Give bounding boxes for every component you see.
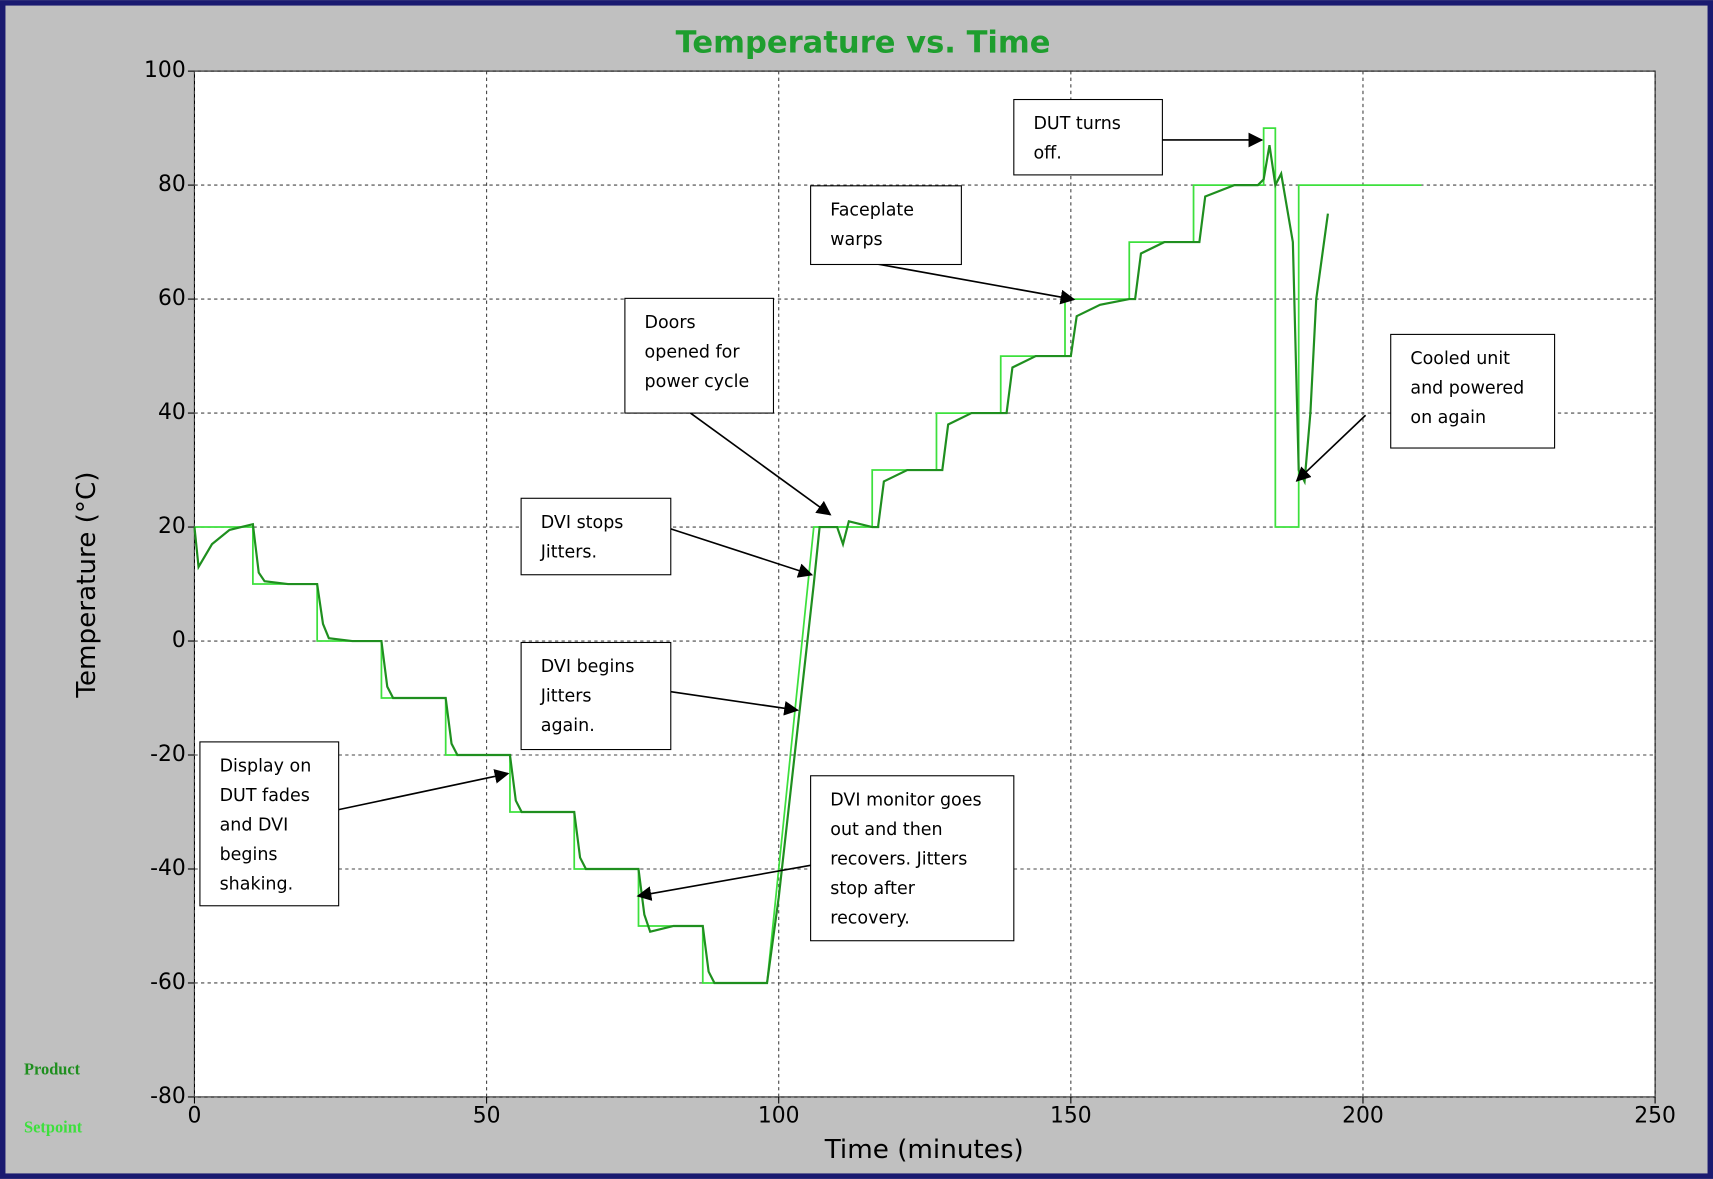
annotation-box	[199, 741, 340, 907]
y-tick-label: -40	[150, 856, 186, 881]
annotation-box	[810, 775, 1015, 942]
x-tick-label: 250	[1634, 1104, 1676, 1129]
annotation-box	[520, 497, 672, 576]
y-tick-label: -20	[150, 742, 186, 767]
x-tick-label: 150	[1050, 1104, 1092, 1129]
annotation-text: shaking.	[220, 874, 294, 894]
annotation-text: begins	[220, 845, 278, 865]
chart-title: Temperature vs. Time	[676, 25, 1051, 60]
annotation-text: Jitters	[540, 686, 592, 706]
annotation-text: DVI begins	[541, 657, 635, 677]
series-line	[193, 145, 1329, 985]
annotation-text: DUT turns	[1033, 114, 1120, 134]
annotation-arrow	[636, 864, 811, 901]
grid: -80 -60 -40 -20 0 20 40 60 80 100 0 50 100 150 200 250	[144, 58, 1676, 1128]
y-tick-label: 20	[158, 514, 186, 539]
annotation-box	[1390, 333, 1556, 449]
x-tick-label: 100	[758, 1104, 800, 1129]
annotation-arrow	[338, 769, 510, 811]
annotation-text: and powered	[1410, 378, 1524, 398]
annotation-text: and DVI	[220, 815, 289, 835]
annotation-text: Cooled unit	[1410, 349, 1510, 369]
annotation-arrow	[1295, 414, 1367, 482]
x-tick-label: 200	[1342, 1104, 1384, 1129]
legend-label: Product	[24, 1060, 81, 1079]
y-tick-label: 100	[144, 58, 186, 83]
annotation-arrow	[873, 262, 1076, 305]
y-tick-label: 60	[158, 286, 186, 311]
annotation-text: DVI monitor goes	[830, 790, 981, 810]
annotation-text: out and then	[830, 820, 942, 840]
annotation-box	[520, 641, 672, 751]
annotation-text: again.	[541, 716, 595, 736]
annotation-text: power cycle	[645, 372, 750, 392]
y-tick-label: 40	[158, 400, 186, 425]
annotation-text: on again	[1410, 408, 1486, 428]
annotation-text: stop after	[830, 879, 915, 899]
annotation-box	[1013, 98, 1163, 176]
annotation-arrow	[670, 528, 814, 578]
annotation-arrow	[670, 690, 799, 716]
x-axis-label: Time (minutes)	[824, 1135, 1024, 1165]
annotations: DUT turns off. Faceplate warps Doors opened f…	[199, 98, 1556, 942]
annotation-text: DVI stops	[541, 513, 624, 533]
legend: Product Setpoint	[24, 1060, 83, 1137]
series-lines	[193, 127, 1422, 985]
legend-label: Setpoint	[24, 1117, 83, 1136]
x-tick-label: 0	[188, 1104, 202, 1129]
y-tick-label: -60	[150, 970, 186, 995]
annotation-text: DUT fades	[220, 786, 310, 806]
y-tick-label: -80	[150, 1084, 186, 1109]
annotation-text: opened for	[645, 342, 741, 362]
annotation-text: warps	[830, 230, 882, 250]
annotation-text: Faceplate	[830, 200, 914, 220]
annotation-text: Display on	[220, 756, 312, 776]
annotation-text: Doors	[645, 313, 696, 333]
y-tick-label: 0	[172, 628, 186, 653]
annotation-text: recovery.	[830, 908, 910, 928]
annotation-box	[810, 185, 962, 266]
y-tick-label: 80	[158, 172, 186, 197]
annotation-text: Jitters.	[540, 542, 597, 562]
y-axis-label: Temperature (°C)	[72, 472, 102, 699]
annotation-text: recovers. Jitters	[830, 849, 967, 869]
annotation-arrow	[689, 412, 832, 516]
x-tick-label: 50	[473, 1104, 501, 1129]
annotation-text: off.	[1033, 144, 1061, 164]
annotation-box	[624, 297, 775, 414]
